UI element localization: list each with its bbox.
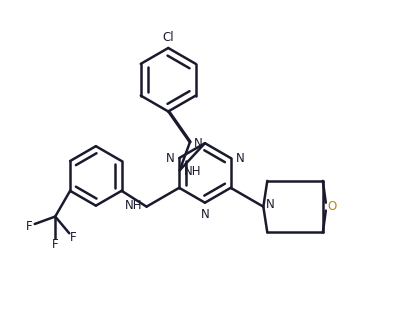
Text: F: F [26, 219, 32, 233]
Text: F: F [70, 231, 76, 244]
Text: N: N [267, 198, 275, 211]
Text: N: N [236, 152, 244, 165]
Text: NH: NH [125, 199, 143, 212]
Text: N: N [166, 152, 174, 165]
Text: N: N [194, 137, 203, 150]
Text: F: F [52, 238, 59, 251]
Text: NH: NH [184, 165, 201, 178]
Text: N: N [200, 208, 209, 221]
Text: Cl: Cl [162, 31, 174, 44]
Text: O: O [328, 200, 337, 213]
